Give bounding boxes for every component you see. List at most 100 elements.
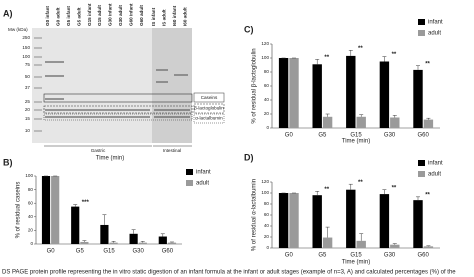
section-label: Gastric (91, 148, 106, 153)
x-tick-label: G30 (133, 249, 145, 255)
annotation: ** (392, 185, 397, 191)
y-tick-label: 60 (28, 200, 34, 205)
y-tick-label: 20 (264, 111, 270, 116)
bar (390, 244, 400, 248)
error-bar (359, 114, 364, 117)
mw-label: 37 (25, 85, 31, 90)
gastric-gel (32, 28, 152, 143)
legend-swatch (418, 30, 425, 36)
bar (312, 195, 322, 248)
error-bar (160, 233, 165, 237)
error-bar (415, 196, 420, 201)
legend-swatch (418, 160, 425, 166)
lane-label: G30 adult (118, 5, 123, 26)
error-bar (82, 240, 87, 242)
band-label: β-lactoglobulin (194, 106, 224, 111)
y-tick-label: 60 (264, 212, 270, 217)
x-tick-label: G60 (162, 249, 174, 255)
bar (379, 61, 390, 128)
alac-box (43, 113, 193, 121)
y-tick-label: 20 (28, 228, 34, 233)
x-tick-label: G0 (285, 253, 294, 259)
bar (312, 64, 322, 128)
bar (289, 193, 299, 248)
lane-label: I60 adult (182, 7, 187, 26)
error-bar (315, 59, 320, 65)
error-bar (73, 204, 78, 207)
bar (167, 242, 177, 244)
error-bar (426, 245, 431, 247)
error-bar (140, 241, 145, 243)
lane-label: G30 infant (108, 3, 113, 26)
x-tick-label: G30 (384, 253, 396, 259)
section-label: Intestinal (163, 148, 181, 153)
mw-label: 15 (25, 116, 31, 121)
error-bar (315, 191, 320, 196)
y-axis-label: % of residual caseins (16, 182, 22, 239)
x-axis-label: Time (min) (96, 156, 124, 162)
annotation: ** (324, 55, 329, 61)
error-bar (382, 56, 387, 62)
band-label: Caseins (201, 95, 218, 100)
x-axis-label: Time (min) (342, 139, 370, 145)
x-tick-label: G5 (76, 249, 85, 255)
mw-label: 100 (22, 54, 30, 59)
panel-label: C) (244, 24, 254, 34)
x-tick-label: G15 (103, 249, 115, 255)
error-bar (131, 229, 136, 234)
panel-label: A) (3, 8, 13, 18)
bar (100, 224, 109, 244)
bar (138, 242, 147, 244)
bar (413, 200, 423, 248)
y-tick-label: 0 (30, 241, 33, 246)
annotation: ** (358, 46, 363, 52)
lane-label: G60 adult (139, 5, 144, 26)
mw-title: Mw (kDa) (8, 27, 28, 32)
legend-swatch (186, 180, 193, 186)
y-tick-label: 80 (264, 69, 270, 74)
y-tick-label: 0 (266, 245, 269, 250)
lane-label: IS adult (162, 9, 167, 26)
y-tick-label: 20 (264, 234, 270, 239)
x-tick-label: G15 (350, 133, 362, 139)
error-bar (348, 50, 353, 56)
y-tick-label: 80 (264, 201, 270, 206)
caption: DS PAGE protein profile representing the… (2, 270, 456, 276)
y-tick-label: 0 (266, 125, 269, 130)
legend-label: infant (428, 20, 443, 26)
bar (379, 194, 390, 248)
bar (289, 58, 299, 128)
bar (423, 246, 434, 248)
bar (322, 237, 333, 248)
panel-label: D) (244, 152, 254, 162)
mw-label: 20 (25, 107, 31, 112)
blg-box (43, 105, 193, 114)
error-bar (102, 214, 107, 225)
error-bar (392, 115, 397, 118)
error-bar (325, 226, 330, 238)
x-axis-label: Time (min) (342, 260, 370, 266)
legend-label: adult (196, 181, 209, 187)
x-tick-label: G60 (418, 253, 430, 259)
y-tick-label: 120 (261, 179, 269, 184)
mw-label: 25 (25, 99, 31, 104)
mw-label: 75 (25, 62, 31, 67)
legend-label: adult (428, 172, 441, 178)
y-tick-label: 40 (264, 97, 270, 102)
lane-label: I60 infant (172, 5, 177, 26)
y-tick-label: 100 (261, 190, 269, 195)
y-axis-label: % of residual α-lactalbumin (252, 179, 258, 251)
error-bar (111, 241, 116, 243)
bar (346, 189, 356, 248)
bar (278, 193, 289, 248)
error-bar (325, 113, 330, 117)
legend-label: infant (428, 161, 443, 167)
error-bar (348, 183, 353, 190)
bar (346, 55, 356, 128)
annotation: ** (425, 192, 430, 198)
bar (413, 69, 423, 128)
mw-label: 150 (22, 45, 30, 50)
bar (129, 233, 138, 244)
bar (80, 241, 89, 244)
